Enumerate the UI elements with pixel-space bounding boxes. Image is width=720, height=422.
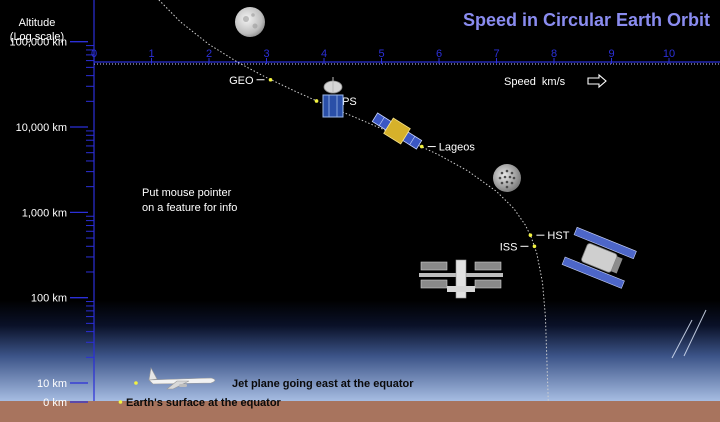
axes — [93, 0, 720, 401]
x-tick-label: 5 — [378, 48, 384, 60]
jet-plane-illustration[interactable] — [148, 367, 216, 390]
geo-satellite-illustration[interactable] — [322, 77, 344, 118]
jet-tail — [148, 367, 158, 381]
hubble-label[interactable]: HST — [547, 230, 569, 242]
lageos-marker[interactable] — [419, 144, 424, 149]
iss-solar-array — [474, 279, 502, 289]
lageos-reflectors — [498, 169, 516, 189]
moon-crater — [252, 23, 258, 29]
iss-solar-array — [420, 261, 448, 271]
x-tick-label: 10 — [663, 48, 675, 60]
x-tick-label: 0 — [91, 48, 97, 60]
y-tick-label: 100 km — [31, 293, 67, 305]
curve-line — [158, 0, 549, 403]
iss-solar-array — [420, 279, 448, 289]
orbit-speed-curve — [158, 0, 549, 403]
moon-illustration[interactable] — [235, 7, 265, 37]
x-tick-label: 6 — [436, 48, 442, 60]
y-axis-label-line1: Altitude — [19, 17, 56, 29]
x-ticks: 0 1 2 3 4 5 6 7 8 9 10 — [91, 48, 675, 64]
gps-panel-line — [409, 136, 416, 145]
feature-markers — [118, 77, 537, 404]
x-axis-arrow — [587, 73, 607, 89]
iss-label[interactable]: ISS — [500, 241, 518, 253]
x-tick-label: 7 — [493, 48, 499, 60]
x-tick-label: 1 — [148, 48, 154, 60]
moon-crater — [243, 16, 249, 22]
lageos-label[interactable]: Lageos — [439, 142, 476, 154]
y-tick-label: 0 km — [43, 397, 67, 409]
geo-satellite-marker[interactable] — [268, 77, 273, 82]
info-note-line1: Put mouse pointer — [142, 187, 232, 199]
earth-surface-label[interactable]: Earth's surface at the equator — [126, 397, 282, 409]
iss-solar-array — [474, 261, 502, 271]
jet-plane-label[interactable]: Jet plane going east at the equator — [232, 378, 414, 390]
y-ticks: 100,000 km 10,000 km 1,000 km 100 km 10 km 0 … — [10, 37, 94, 409]
geo-body — [322, 94, 344, 118]
moon-crater — [251, 13, 255, 17]
lageos-illustration[interactable] — [493, 164, 521, 192]
iss-module — [447, 286, 475, 292]
y-tick-label: 1,000 km — [22, 207, 67, 219]
gps-satellite-marker[interactable] — [314, 99, 319, 103]
iss-module — [455, 259, 467, 299]
moon-disc — [235, 7, 265, 37]
streak-lines — [671, 309, 707, 359]
lageos-sphere — [493, 164, 521, 192]
x-tick-label: 8 — [551, 48, 557, 60]
jet-wing — [166, 380, 190, 390]
hubble-marker[interactable] — [528, 233, 533, 237]
feature-labels: The MoonGEOGPSLageosHSTISSJet plane goin… — [126, 75, 570, 409]
jet-plane-marker[interactable] — [134, 381, 138, 385]
hst-aperture — [611, 256, 623, 274]
y-tick-label: 10,000 km — [16, 122, 67, 134]
hst-solar-array — [561, 256, 625, 289]
hubble-illustration[interactable] — [561, 226, 637, 289]
earth-surface-marker[interactable] — [118, 400, 123, 404]
geo-satellite-label[interactable]: GEO — [229, 75, 254, 87]
gps-satellite-illustration[interactable] — [370, 110, 424, 153]
x-tick-label: 3 — [263, 48, 269, 60]
x-axis-label: Speed km/s — [504, 76, 566, 88]
chart-title: Speed in Circular Earth Orbit — [463, 10, 710, 30]
y-axis-label-line2: (Log scale) — [10, 31, 64, 43]
ground-band — [0, 401, 720, 422]
jet-engine — [179, 384, 187, 387]
x-tick-label: 9 — [608, 48, 614, 60]
x-tick-label: 2 — [206, 48, 212, 60]
y-tick-label: 10 km — [37, 378, 67, 390]
x-tick-label: 4 — [321, 48, 327, 60]
gps-panel-line — [378, 117, 385, 126]
gps-body — [383, 117, 411, 145]
iss-illustration[interactable] — [419, 259, 503, 299]
info-note-line2: on a feature for info — [142, 202, 237, 214]
hst-solar-array — [573, 226, 637, 260]
iss-marker[interactable] — [532, 244, 537, 249]
sky-gradient — [0, 300, 720, 402]
y-tick-label: 100,000 km — [10, 37, 67, 49]
